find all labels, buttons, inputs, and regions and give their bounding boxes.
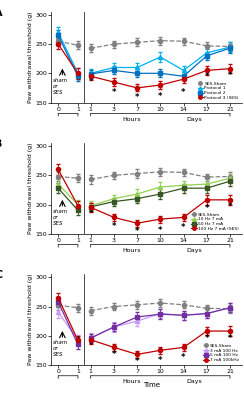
Text: Time: Time [143,382,160,388]
Text: Hours: Hours [122,379,141,385]
Text: *: * [135,93,139,102]
Text: *: * [181,87,186,97]
Text: Days: Days [186,117,202,122]
Text: C: C [0,270,2,280]
Text: sham
or
SES: sham or SES [53,209,68,226]
Y-axis label: Paw withdrawal threshold (g): Paw withdrawal threshold (g) [28,12,32,103]
Text: *: * [181,353,186,362]
Text: *: * [135,357,139,367]
Text: B: B [0,139,2,149]
Text: *: * [112,222,116,231]
Text: *: * [204,204,209,213]
Text: *: * [228,334,232,342]
Legend: SES-Sham, 3 mA 100 Hz, 5 mA 100 Hz, 7 mA 100kHz: SES-Sham, 3 mA 100 Hz, 5 mA 100 Hz, 7 mA… [203,343,239,363]
Text: *: * [88,209,93,219]
Legend: SES-Sham, Protocol 1, Protocol 2, Protocol 3 (SES): SES-Sham, Protocol 1, Protocol 2, Protoc… [197,81,239,100]
Text: *: * [158,356,163,365]
Text: *: * [228,203,232,211]
Text: Hours: Hours [122,248,141,253]
Text: Days: Days [186,379,202,385]
Text: *: * [88,340,93,350]
Text: *: * [76,336,81,346]
Text: sham
or
SES: sham or SES [53,78,68,95]
Text: Hours: Hours [122,117,141,122]
Text: *: * [204,72,209,81]
Text: *: * [76,74,81,83]
Text: *: * [158,226,163,235]
Text: sham
or
SES: sham or SES [53,340,68,357]
Text: *: * [181,223,186,232]
Text: A: A [0,8,3,18]
Text: *: * [88,77,93,86]
Text: *: * [112,350,116,359]
Y-axis label: Paw withdrawal threshold (g): Paw withdrawal threshold (g) [28,274,32,365]
Y-axis label: Paw withdrawal threshold (g): Paw withdrawal threshold (g) [28,143,32,234]
Text: *: * [76,205,81,214]
Text: *: * [158,91,163,101]
Legend: SES-Sham, 10 Hz 7 mA, 50 Hz 7 mA, 100 Hz 7 mA (SES): SES-Sham, 10 Hz 7 mA, 50 Hz 7 mA, 100 Hz… [191,212,239,231]
Text: *: * [204,334,209,343]
Text: *: * [228,71,232,80]
Text: *: * [112,87,116,97]
Text: Days: Days [186,248,202,253]
Text: *: * [135,227,139,237]
